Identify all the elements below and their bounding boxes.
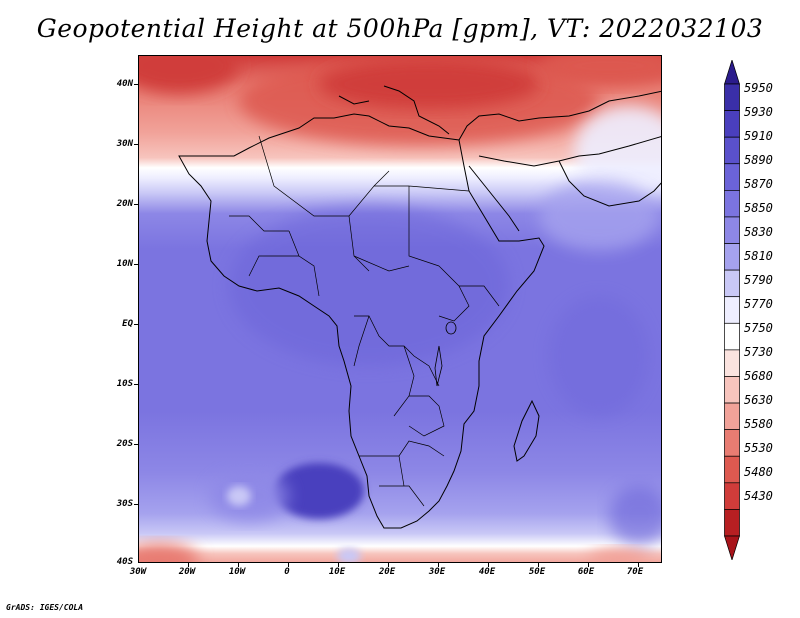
colorbar-label: 5480 [744, 465, 773, 479]
colorbar-segment [724, 349, 740, 377]
colorbar-segment [724, 376, 740, 404]
colorbar-segment [724, 190, 740, 218]
lat-label: 10N [116, 259, 133, 269]
lon-label: 10E [328, 567, 346, 577]
lon-label: 30W [129, 567, 147, 577]
lat-label: 10S [116, 379, 133, 389]
colorbar-label: 5890 [744, 153, 773, 167]
colorbar-label: 5430 [744, 489, 773, 503]
coastlines [178, 85, 661, 529]
lon-label: 50E [528, 567, 546, 577]
colorbar-label: 5870 [744, 177, 773, 191]
colorbar-segment [724, 535, 740, 560]
colorbar-label: 5750 [744, 321, 773, 335]
colorbar-segment [724, 482, 740, 510]
colorbar-segment [724, 163, 740, 191]
colorbar-label: 5790 [744, 273, 773, 287]
colorbar-segment [724, 83, 740, 111]
colorbar-segment [724, 322, 740, 351]
country-borders [229, 135, 500, 507]
colorbar-label: 5580 [744, 417, 773, 431]
colorbar-segment [724, 216, 740, 244]
lat-label: 30N [116, 139, 133, 149]
lon-label: 40E [478, 567, 496, 577]
colorbar-label: 5630 [744, 393, 773, 407]
height-field-map [139, 56, 661, 562]
lat-label: 40S [116, 557, 133, 567]
colorbar-label: 5930 [744, 105, 773, 119]
map-plot-area[interactable] [138, 55, 662, 563]
colorbar-segment [724, 429, 740, 457]
colorbar-segment [724, 243, 740, 271]
height-field-features [139, 56, 661, 562]
lon-label: 70E [626, 567, 644, 577]
colorbar-label: 5680 [744, 369, 773, 383]
colorbar-label: 5850 [744, 201, 773, 215]
lat-label: 40N [116, 79, 133, 89]
colorbar-label: 5730 [744, 345, 773, 359]
lon-label: 20E [378, 567, 396, 577]
colorbar-segment [724, 60, 740, 85]
lat-label: 30S [116, 499, 133, 509]
lon-label: 20W [178, 567, 196, 577]
colorbar-label: 5950 [744, 81, 773, 95]
colorbar-segment [724, 269, 740, 298]
lon-label: 30E [428, 567, 446, 577]
lat-label: 20S [116, 439, 133, 449]
colorbar-label: 5830 [744, 225, 773, 239]
lon-label: 60E [577, 567, 595, 577]
lat-label: 20N [116, 199, 133, 209]
lat-label: EQ [122, 319, 133, 329]
colorbar-segment [724, 402, 740, 430]
colorbar-segment [724, 455, 740, 484]
colorbar-label: 5770 [744, 297, 773, 311]
colorbar-label: 5810 [744, 249, 773, 263]
colorbar-segment [724, 296, 740, 324]
colorbar [724, 60, 740, 560]
lon-label: 10W [228, 567, 246, 577]
map-title: Geopotential Height at 500hPa [gpm], VT:… [36, 14, 764, 43]
software-credit: GrADS: IGES/COLA [6, 603, 84, 612]
colorbar-segment [724, 110, 740, 138]
lakes [434, 321, 457, 387]
colorbar-segment [724, 136, 740, 165]
colorbar-label: 5530 [744, 441, 773, 455]
colorbar-label: 5910 [744, 129, 773, 143]
lon-label: 0 [284, 567, 290, 577]
colorbar-segment [724, 509, 740, 537]
